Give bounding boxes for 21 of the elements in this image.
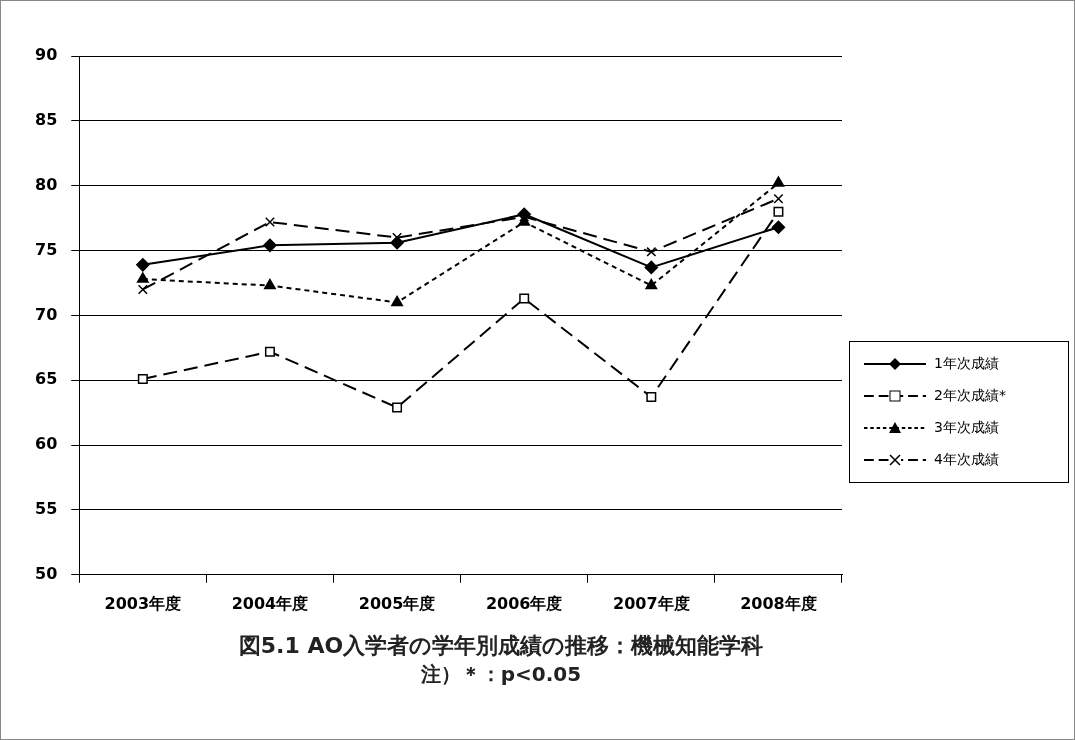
x-tick-label: 2005年度 [358, 593, 436, 613]
y-tick-label: 75 [35, 239, 58, 259]
x-tick-label: 2004年度 [231, 593, 309, 613]
y-tick-label: 80 [35, 174, 58, 194]
y-tick-label: 50 [35, 563, 58, 583]
y-tick-label: 65 [35, 369, 58, 389]
x-tick-label: 2007年度 [613, 593, 690, 613]
legend-label: 1年次成績 [934, 355, 999, 373]
y-tick-label: 85 [35, 110, 58, 130]
legend-label: 4年次成績 [934, 451, 999, 469]
y-tick-label: 90 [35, 45, 58, 65]
x-tick-label: 2003年度 [104, 593, 182, 613]
text: 注）＊：p<0.05 [419, 661, 583, 688]
y-tick-label: 55 [35, 499, 58, 519]
legend-label: 2年次成績* [934, 387, 1006, 405]
legend-label: 3年次成績 [934, 419, 999, 437]
x-tick-label: 2006年度 [485, 593, 563, 613]
y-tick-label: 70 [35, 304, 58, 324]
x-tick-label: 2008年度 [740, 593, 817, 613]
y-tick-label: 60 [35, 434, 58, 454]
text: 図5.1 AO入学者の学年別成績の推移：機械知能学科 [237, 632, 765, 660]
